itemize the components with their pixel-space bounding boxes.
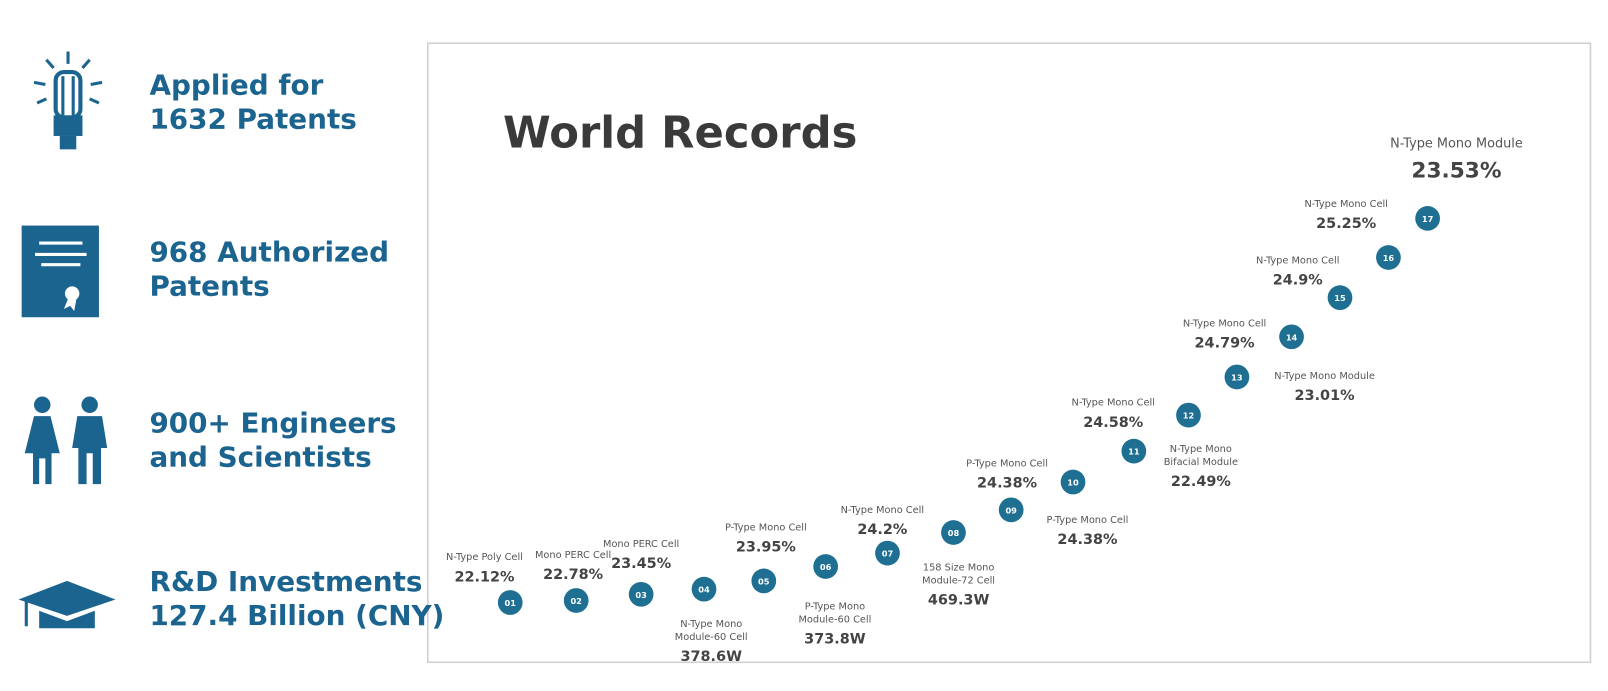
record-number: 02 — [570, 596, 582, 606]
record-label: Mono PERC Cell — [603, 539, 679, 550]
record-dot — [875, 540, 900, 566]
stat-text: 1632 Patents — [149, 103, 356, 136]
record-number: 17 — [1422, 214, 1434, 224]
records-title: World Records — [503, 108, 857, 158]
record-number: 13 — [1231, 373, 1243, 383]
stat-text: R&D Investments — [149, 565, 422, 598]
record-label: P-Type Mono — [805, 602, 865, 613]
record-dot — [1060, 469, 1086, 495]
record-value: 25.25% — [1316, 216, 1376, 232]
record-value: 24.38% — [977, 476, 1037, 492]
record-label: P-Type Mono Cell — [725, 522, 807, 533]
record-label: P-Type Mono Cell — [1047, 515, 1129, 526]
certificate-icon — [21, 225, 99, 318]
record-label: Mono PERC Cell — [535, 550, 611, 561]
stat-text: 127.4 Billion (CNY) — [149, 599, 444, 632]
record-label: 158 Size Mono — [923, 563, 995, 574]
record-number: 15 — [1334, 293, 1346, 303]
record-label: P-Type Mono Cell — [966, 458, 1048, 469]
record-value: 469.3W — [928, 592, 990, 608]
record-label: Bifacial Module — [1164, 457, 1238, 468]
record-label: N-Type Mono Cell — [1072, 398, 1155, 409]
record-label: N-Type Mono Module — [1390, 137, 1523, 152]
record-dot — [1376, 245, 1401, 270]
record-number: 09 — [1005, 505, 1017, 515]
record-value: 22.78% — [543, 567, 603, 583]
record-number: 12 — [1183, 411, 1195, 421]
record-dot — [813, 554, 839, 579]
record-label: N-Type Mono Cell — [1256, 256, 1339, 267]
stat-text: Patents — [149, 269, 269, 302]
record-label: N-Type Poly Cell — [446, 552, 523, 563]
record-dot — [1415, 205, 1440, 231]
record-value: 23.95% — [736, 539, 796, 555]
record-dot — [563, 588, 589, 613]
stat-text: 968 Authorized — [149, 235, 389, 268]
record-number: 14 — [1286, 332, 1298, 342]
record-number: 04 — [698, 585, 710, 595]
record-label: N-Type Mono Module — [1274, 371, 1375, 382]
record-dot — [1121, 438, 1147, 464]
record-number: 11 — [1128, 447, 1140, 457]
record-number: 01 — [504, 598, 516, 608]
record-dot — [497, 590, 523, 615]
record-label: N-Type Mono Cell — [1183, 318, 1266, 329]
record-value: 22.49% — [1171, 474, 1231, 490]
record-dot — [998, 497, 1024, 523]
records-panel — [426, 42, 1592, 664]
graduation-cap-icon — [18, 580, 116, 629]
record-value: 24.2% — [857, 522, 907, 538]
record-dot — [941, 520, 966, 545]
bulb-icon — [33, 51, 103, 150]
record-label: Module-60 Cell — [675, 632, 748, 643]
record-value: 373.8W — [804, 632, 866, 648]
record-dot — [691, 576, 717, 602]
stat-text: 900+ Engineers — [149, 406, 396, 439]
record-dot — [1279, 324, 1304, 350]
record-value: 24.38% — [1057, 532, 1117, 548]
record-value: 24.9% — [1273, 273, 1323, 289]
record-label: N-Type Mono Cell — [841, 505, 924, 516]
record-value: 24.79% — [1195, 336, 1255, 352]
record-number: 06 — [820, 562, 832, 572]
record-number: 07 — [882, 549, 894, 559]
record-number: 05 — [758, 576, 770, 586]
record-value: 23.01% — [1295, 388, 1355, 404]
record-number: 08 — [948, 528, 960, 538]
record-value: 23.45% — [611, 556, 671, 572]
record-label: Module-60 Cell — [798, 615, 871, 626]
record-dot — [628, 581, 654, 607]
record-number: 03 — [635, 590, 647, 600]
record-dot — [1327, 285, 1353, 311]
record-dot — [1176, 402, 1201, 428]
people-icon — [24, 396, 108, 485]
record-number: 10 — [1067, 478, 1079, 488]
record-value: 22.12% — [454, 569, 514, 585]
record-value: 378.6W — [680, 649, 742, 665]
record-label: Module-72 Cell — [922, 575, 995, 586]
stat-text: and Scientists — [149, 440, 371, 473]
record-label: N-Type Mono — [680, 619, 742, 630]
record-value: 24.58% — [1083, 415, 1143, 431]
record-value: 23.53% — [1411, 158, 1501, 183]
record-dot — [1224, 364, 1250, 390]
record-label: N-Type Mono — [1170, 444, 1232, 455]
record-label: N-Type Mono Cell — [1304, 199, 1387, 210]
record-number: 16 — [1383, 253, 1395, 263]
stat-text: Applied for — [149, 69, 323, 102]
record-dot — [751, 568, 777, 594]
